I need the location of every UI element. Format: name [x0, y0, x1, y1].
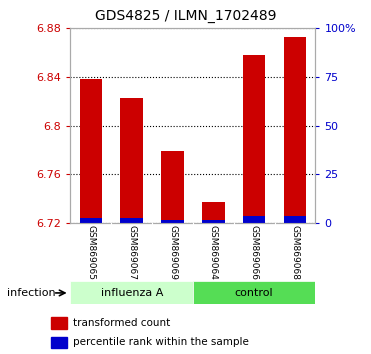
Text: GSM869066: GSM869066	[250, 225, 259, 280]
Bar	[51, 317, 67, 329]
Bar	[284, 37, 306, 223]
Bar	[80, 79, 102, 223]
Text: GSM869067: GSM869067	[127, 225, 136, 280]
Bar	[121, 98, 143, 223]
Bar	[161, 151, 184, 223]
Text: GSM869064: GSM869064	[209, 225, 218, 280]
Bar	[193, 281, 315, 304]
Text: infection: infection	[7, 288, 56, 298]
Text: control: control	[235, 288, 273, 298]
Bar	[51, 337, 67, 348]
Text: transformed count: transformed count	[73, 318, 170, 328]
Text: GSM869069: GSM869069	[168, 225, 177, 280]
Bar	[243, 216, 265, 223]
Text: influenza A: influenza A	[101, 288, 163, 298]
Text: GDS4825 / ILMN_1702489: GDS4825 / ILMN_1702489	[95, 9, 276, 23]
Bar	[70, 281, 193, 304]
Bar	[80, 218, 102, 223]
Bar	[243, 55, 265, 223]
Bar	[202, 220, 224, 223]
Bar	[284, 216, 306, 223]
Text: GSM869068: GSM869068	[290, 225, 299, 280]
Text: percentile rank within the sample: percentile rank within the sample	[73, 337, 249, 348]
Bar	[161, 220, 184, 223]
Bar	[121, 218, 143, 223]
Bar	[202, 202, 224, 223]
Text: GSM869065: GSM869065	[86, 225, 95, 280]
